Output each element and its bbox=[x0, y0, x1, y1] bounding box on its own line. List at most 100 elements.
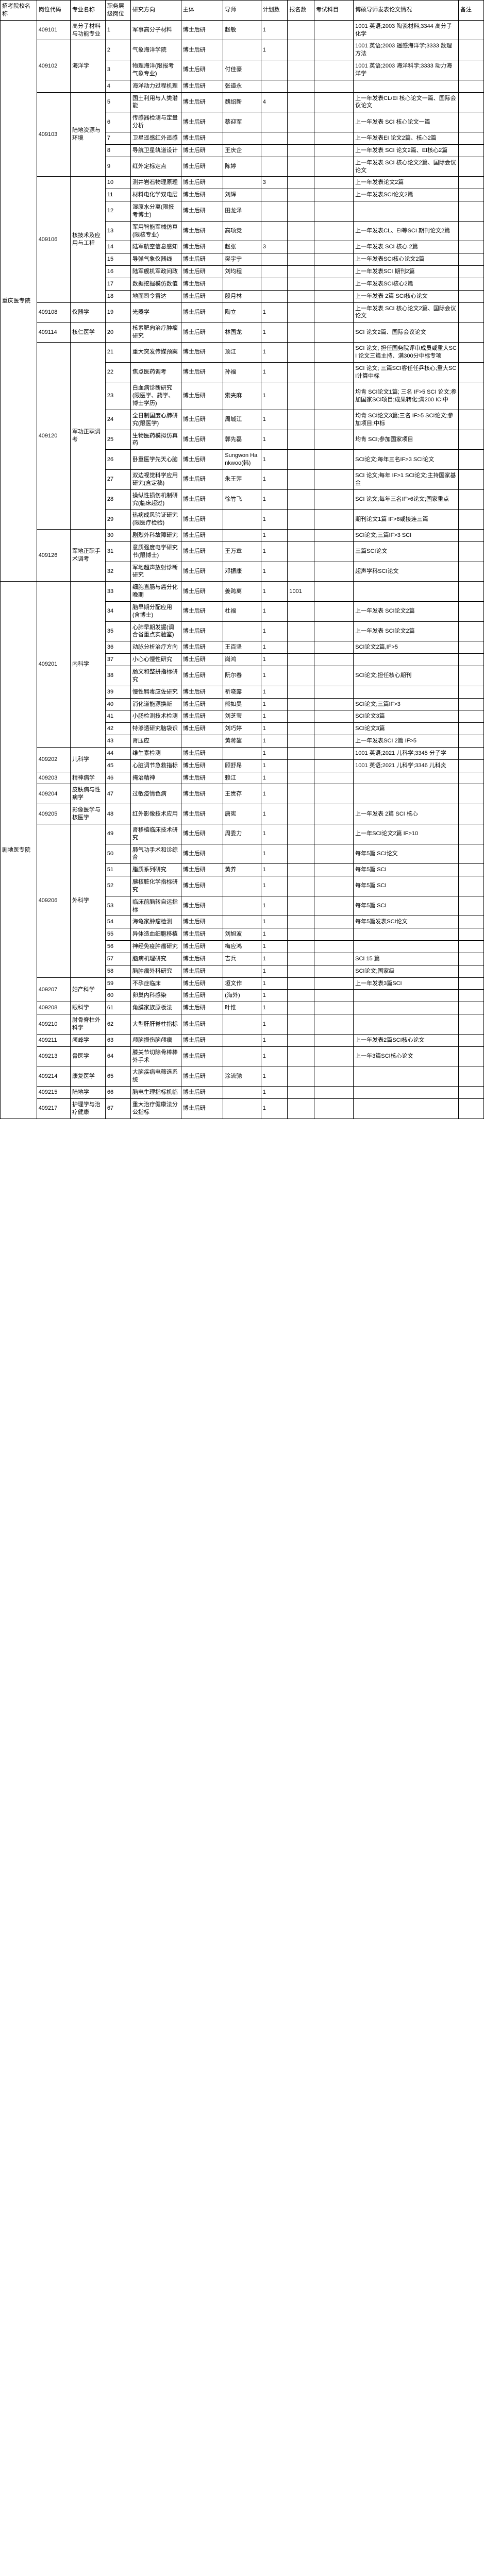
tutor: 梅应鸿 bbox=[223, 941, 261, 953]
seq-no: 30 bbox=[105, 530, 130, 542]
apply-count bbox=[288, 735, 314, 748]
remark bbox=[459, 941, 484, 953]
plan-count: 1 bbox=[261, 735, 288, 748]
research-dir: 双边视觉科学应用研究(含定稿) bbox=[130, 469, 181, 489]
research-dir: 颅脑损伤脑颅瘤 bbox=[130, 1034, 181, 1046]
seq-no: 24 bbox=[105, 410, 130, 430]
tutor: 张道永 bbox=[223, 80, 261, 92]
paper-req: 每年5篇 SCI bbox=[354, 876, 459, 896]
seq-no: 66 bbox=[105, 1087, 130, 1099]
remark bbox=[459, 541, 484, 562]
tutor bbox=[223, 1034, 261, 1046]
dept-code: 409202 bbox=[37, 747, 70, 772]
remark bbox=[459, 654, 484, 666]
dept-code: 409210 bbox=[37, 1014, 70, 1035]
subject-body: 博士后研 bbox=[181, 80, 223, 92]
seq-no: 2 bbox=[105, 40, 130, 60]
major-name: 海洋学 bbox=[70, 40, 105, 92]
tutor bbox=[223, 747, 261, 759]
apply-count bbox=[288, 469, 314, 489]
subject-body: 博士后研 bbox=[181, 189, 223, 201]
exam-subject bbox=[314, 92, 354, 112]
header-cell-11: 备注 bbox=[459, 1, 484, 21]
paper-req: 上一年发表SCI论文2篇 bbox=[354, 189, 459, 201]
plan-count: 1 bbox=[261, 1046, 288, 1066]
plan-count: 1 bbox=[261, 382, 288, 410]
research-dir: 剧烈外科故障研究 bbox=[130, 530, 181, 542]
tutor: 索夹麻 bbox=[223, 382, 261, 410]
subject-body: 博士后研 bbox=[181, 698, 223, 710]
exam-subject bbox=[314, 784, 354, 804]
plan-count bbox=[261, 278, 288, 290]
tutor: 王庆企 bbox=[223, 144, 261, 157]
subject-body: 博士后研 bbox=[181, 1002, 223, 1014]
paper-req bbox=[354, 80, 459, 92]
apply-count bbox=[288, 112, 314, 132]
remark bbox=[459, 784, 484, 804]
tutor: 阮尔春 bbox=[223, 666, 261, 686]
apply-count bbox=[288, 410, 314, 430]
remark bbox=[459, 1098, 484, 1118]
apply-count bbox=[288, 686, 314, 698]
research-dir: 细胞直肠与癌分化晚期 bbox=[130, 582, 181, 602]
major-name: 仪器学 bbox=[70, 302, 105, 323]
tutor: 姜跨离 bbox=[223, 582, 261, 602]
dept-code: 409211 bbox=[37, 1034, 70, 1046]
subject-body: 博士后研 bbox=[181, 965, 223, 977]
seq-no: 10 bbox=[105, 177, 130, 189]
research-dir: 卧重医学先天心脑 bbox=[130, 450, 181, 470]
apply-count bbox=[288, 382, 314, 410]
remark bbox=[459, 698, 484, 710]
apply-count bbox=[288, 844, 314, 864]
subject-body: 博士后研 bbox=[181, 1066, 223, 1087]
research-dir: 地面司令雷达 bbox=[130, 290, 181, 302]
seq-no: 18 bbox=[105, 290, 130, 302]
exam-subject bbox=[314, 410, 354, 430]
paper-req bbox=[354, 784, 459, 804]
remark bbox=[459, 723, 484, 735]
paper-req: 上一年发表 SCI论文2篇 bbox=[354, 601, 459, 621]
tutor: 刘旭波 bbox=[223, 928, 261, 941]
subject-body: 博士后研 bbox=[181, 266, 223, 278]
paper-req: SCI 论文2篇、国际会议论文 bbox=[354, 323, 459, 343]
research-dir: 异体造血细胞移植 bbox=[130, 928, 181, 941]
seq-no: 65 bbox=[105, 1066, 130, 1087]
plan-count: 1 bbox=[261, 302, 288, 323]
exam-subject bbox=[314, 1087, 354, 1099]
remark bbox=[459, 221, 484, 241]
plan-count: 1 bbox=[261, 916, 288, 928]
seq-no: 3 bbox=[105, 60, 130, 80]
subject-body: 博士后研 bbox=[181, 686, 223, 698]
apply-count: 1001 bbox=[288, 582, 314, 602]
research-dir: 重大突发传媒预案 bbox=[130, 343, 181, 363]
remark bbox=[459, 977, 484, 990]
dept-code: 409215 bbox=[37, 1087, 70, 1099]
remark bbox=[459, 1066, 484, 1087]
paper-req: 上一年发表 SCI 核心论文2篇、国际会议论文 bbox=[354, 302, 459, 323]
research-dir: 海洋动力过程机理 bbox=[130, 80, 181, 92]
plan-count: 1 bbox=[261, 1002, 288, 1014]
seq-no: 61 bbox=[105, 1002, 130, 1014]
plan-count: 1 bbox=[261, 686, 288, 698]
paper-req: 上一年发表2篇SCI核心论文 bbox=[354, 1034, 459, 1046]
apply-count bbox=[288, 1066, 314, 1087]
seq-no: 7 bbox=[105, 132, 130, 144]
subject-body: 博士后研 bbox=[181, 278, 223, 290]
plan-count bbox=[261, 144, 288, 157]
subject-body: 博士后研 bbox=[181, 323, 223, 343]
remark bbox=[459, 278, 484, 290]
subject-body: 博士后研 bbox=[181, 1098, 223, 1118]
apply-count bbox=[288, 510, 314, 530]
seq-no: 37 bbox=[105, 654, 130, 666]
plan-count: 1 bbox=[261, 562, 288, 582]
remark bbox=[459, 469, 484, 489]
research-dir: 卵巢内科感染 bbox=[130, 990, 181, 1002]
remark bbox=[459, 562, 484, 582]
dept-code: 409217 bbox=[37, 1098, 70, 1118]
research-dir: 物理海洋(限报考气象专业) bbox=[130, 60, 181, 80]
apply-count bbox=[288, 20, 314, 40]
apply-count bbox=[288, 362, 314, 382]
remark bbox=[459, 1014, 484, 1035]
research-dir: 导航卫星轨道设计 bbox=[130, 144, 181, 157]
subject-body: 博士后研 bbox=[181, 201, 223, 222]
